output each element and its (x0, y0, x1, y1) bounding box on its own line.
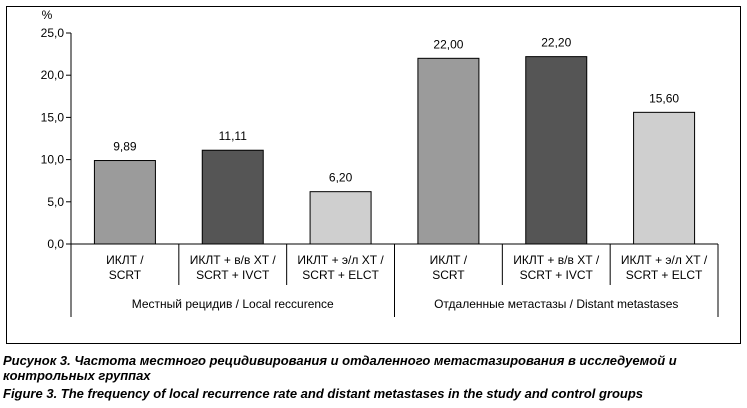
bar-value-label: 22,20 (541, 36, 571, 50)
bar-value-label: 11,11 (219, 129, 248, 143)
bar-value-label: 6,20 (329, 171, 353, 185)
y-axis-label: % (42, 8, 53, 22)
bar-value-label: 15,60 (649, 91, 679, 105)
bar (309, 191, 372, 245)
x-tick-label: ИКЛТ / (106, 253, 144, 267)
bar (633, 111, 696, 245)
bar (93, 160, 156, 245)
group-label: Местный рецидив / Local reccurence (132, 297, 334, 311)
chart-frame: % 0,0 5,0 10,0 15,0 20,0 25,0 9,89 ИКЛТ / SCRT 11,… (6, 6, 741, 344)
x-tick-label: ИКЛТ + в/в ХТ / (513, 253, 600, 267)
x-tick-label: ИКЛТ + э/л ХТ / (621, 253, 708, 267)
x-tick-label: SCRT + IVCT (520, 268, 594, 282)
x-tick-label: SCRT (432, 268, 465, 282)
x-tick-label: SCRT + ELCT (302, 268, 379, 282)
group-label: Отдаленные метастазы / Distant metastase… (434, 297, 678, 311)
bar (201, 149, 264, 245)
x-tick-label: ИКЛТ + э/л ХТ / (297, 253, 384, 267)
bar (525, 56, 588, 245)
y-tick-label: 25,0 (41, 26, 65, 40)
x-tick-label: SCRT (109, 268, 142, 282)
bar-value-label: 9,89 (113, 140, 137, 154)
y-tick-label: 10,0 (41, 153, 65, 167)
bar (417, 57, 480, 245)
x-tick-label: SCRT + IVCT (196, 268, 270, 282)
x-tick-label: ИКЛТ / (430, 253, 468, 267)
x-tick-label: SCRT + ELCT (626, 268, 703, 282)
y-tick-label: 15,0 (41, 110, 65, 124)
y-tick-label: 20,0 (41, 68, 65, 82)
figure-caption-en: Figure 3. The frequency of local recurre… (3, 386, 644, 401)
y-tick-label: 5,0 (47, 195, 64, 209)
y-tick-label: 0,0 (47, 237, 64, 251)
bar-value-label: 22,00 (433, 37, 463, 51)
x-tick-label: ИКЛТ + в/в ХТ / (190, 253, 277, 267)
figure-caption-ru: Рисунок 3. Частота местного рецидивирова… (3, 353, 677, 383)
